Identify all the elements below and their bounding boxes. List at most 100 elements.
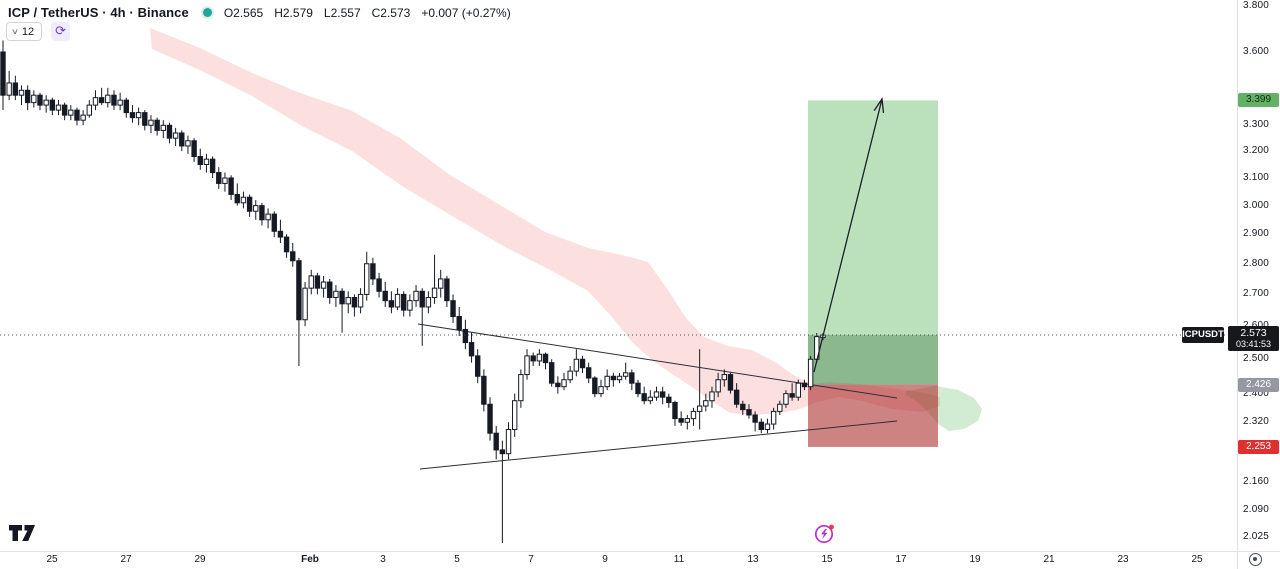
- timezone-clock-icon[interactable]: [1249, 553, 1262, 566]
- candle-body: [450, 300, 456, 318]
- candle-body: [579, 358, 586, 369]
- candle-body: [548, 362, 555, 384]
- ichimoku-bear-cloud: [150, 28, 940, 415]
- candle-body: [783, 393, 789, 405]
- candle-body: [703, 400, 709, 407]
- candle-body: [314, 275, 321, 289]
- candle-body: [567, 370, 573, 381]
- candle-body: [55, 104, 62, 111]
- time-axis[interactable]: 25 27 29 Feb 3 5 7 9 11 13 15 17 19 21 23 25: [0, 552, 1237, 569]
- candle-body: [290, 251, 296, 262]
- candle-body: [431, 287, 438, 299]
- candle-body: [37, 94, 43, 106]
- time-tick: 23: [1117, 554, 1129, 565]
- candle-body: [653, 391, 660, 398]
- candle-body: [598, 386, 604, 395]
- candle-body: [629, 372, 635, 384]
- candle-body: [92, 97, 99, 106]
- candle-body: [308, 275, 314, 289]
- trendline-upper[interactable]: [417, 323, 898, 399]
- time-tick: 19: [969, 554, 981, 565]
- candle-body: [647, 396, 654, 402]
- candle-body: [493, 432, 499, 451]
- price-tick: 3.300: [1243, 119, 1270, 131]
- candles-count-button[interactable]: ∨ 12: [6, 22, 43, 41]
- candle-body: [160, 124, 166, 131]
- time-tick: 25: [1191, 554, 1203, 565]
- candle-body: [524, 355, 530, 376]
- candle-body: [68, 109, 74, 116]
- candle-body: [481, 375, 487, 405]
- candle-body: [709, 391, 715, 402]
- candle-body: [641, 393, 647, 402]
- candle-body: [320, 281, 327, 289]
- refresh-icon[interactable]: ⟳: [51, 22, 71, 41]
- candle-body: [752, 414, 758, 423]
- ohlc-open: O2.565: [223, 5, 264, 20]
- candle-body: [456, 316, 462, 330]
- price-tick: 3.800: [1243, 0, 1270, 12]
- lightning-bolt-icon[interactable]: [812, 521, 838, 547]
- target-price-label: 3.399: [1238, 93, 1279, 108]
- candle-body: [154, 119, 160, 131]
- candle-body: [24, 89, 31, 104]
- candle-body: [795, 382, 801, 398]
- candle-body: [216, 172, 222, 184]
- time-tick: Feb: [301, 554, 319, 565]
- price-tick: 2.700: [1243, 288, 1270, 300]
- time-tick: 21: [1043, 554, 1055, 565]
- trendline-lower[interactable]: [419, 420, 898, 470]
- candle-body: [696, 405, 703, 412]
- candle-body: [246, 196, 253, 212]
- candle-body: [388, 300, 395, 308]
- candle-body: [333, 290, 339, 299]
- time-tick: 7: [528, 554, 534, 565]
- candle-body: [259, 205, 265, 221]
- stop-price-label: 2.253: [1238, 439, 1279, 454]
- candle-body: [240, 196, 247, 204]
- candle-body: [604, 375, 610, 388]
- candle-body: [49, 99, 56, 111]
- time-tick: 3: [380, 554, 386, 565]
- price-axis[interactable]: 3.399 2.426 2.253 2.573 03:41:53 3.800 3.…: [1228, 0, 1280, 551]
- candle-body: [733, 389, 740, 405]
- candle-body: [413, 290, 419, 302]
- candle-body: [197, 156, 203, 165]
- candle-body: [382, 290, 388, 302]
- candle-body: [203, 158, 210, 165]
- chart-toolbar: ∨ 12 ⟳: [6, 22, 71, 41]
- candle-body: [209, 158, 216, 174]
- price-tick: 3.600: [1243, 45, 1270, 57]
- candle-body: [573, 358, 580, 372]
- price-tick: 2.800: [1243, 257, 1270, 269]
- time-tick: 17: [895, 554, 907, 565]
- candle-body: [12, 82, 19, 96]
- candle-body: [0, 51, 6, 96]
- trend-arrow[interactable]: [813, 98, 883, 373]
- ohlc-change: +0.007 (+0.27%): [421, 5, 511, 20]
- trend-arrow-head: [873, 97, 885, 113]
- long-position-stop-zone[interactable]: [808, 384, 938, 447]
- candle-body: [364, 263, 370, 295]
- ohlc-high: H2.579: [274, 5, 313, 20]
- candle-body: [80, 114, 86, 121]
- tradingview-logo-icon[interactable]: [8, 523, 40, 543]
- long-position-profit-zone[interactable]: [808, 100, 938, 335]
- candle-body: [777, 403, 783, 412]
- candle-body: [111, 94, 117, 106]
- candle-body: [228, 177, 234, 195]
- candle-body: [592, 377, 598, 395]
- price-tick: 3.000: [1243, 199, 1270, 211]
- long-position-profit-zone-active[interactable]: [808, 334, 938, 385]
- candle-body: [616, 375, 623, 381]
- candle-body: [536, 353, 543, 362]
- candle-body: [370, 263, 376, 280]
- candle-body: [684, 418, 691, 423]
- candle-body: [419, 290, 425, 308]
- candle-body: [191, 140, 197, 158]
- market-status-dot-icon[interactable]: [202, 8, 212, 17]
- candle-body: [394, 293, 401, 308]
- candlestick-chart-surface[interactable]: [0, 0, 1237, 551]
- symbol-title[interactable]: ICP / TetherUS · 4h · Binance: [8, 5, 189, 20]
